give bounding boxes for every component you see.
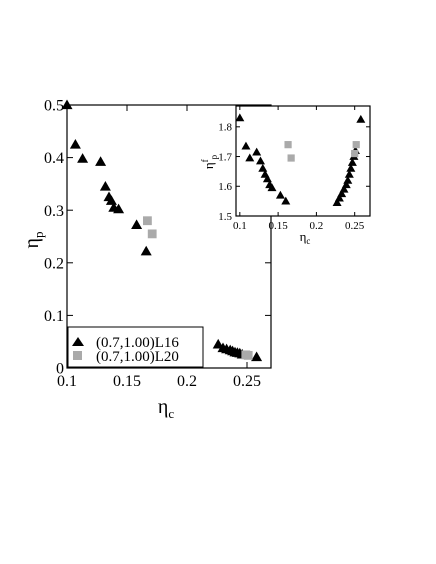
data-point-triangle — [332, 198, 342, 206]
y-tick-label: 1.8 — [218, 122, 232, 134]
data-point-triangle — [69, 138, 81, 149]
x-tick-label: 0.15 — [113, 373, 141, 390]
x-tick-label: 0.25 — [345, 220, 365, 232]
data-point-triangle — [113, 203, 125, 214]
data-point-triangle — [256, 156, 266, 165]
x-tick-label: 0.2 — [177, 373, 197, 390]
inset-x-axis-label: ηc — [300, 229, 311, 246]
inset-plot-frame-border — [235, 105, 371, 217]
legend-label-l16: (0.7,1.00)L16 — [96, 335, 179, 351]
main-y-axis-label: ηp — [21, 232, 46, 249]
data-point-triangle — [346, 163, 356, 172]
x-tick-label: 0.2 — [310, 220, 324, 232]
data-point-triangle — [262, 174, 272, 183]
data-point-square — [351, 149, 359, 158]
y-tick-label: 0.3 — [44, 203, 64, 220]
y-tick-label: 0 — [56, 361, 64, 378]
y-tick-label: 1.6 — [218, 181, 232, 193]
main-plot-frame — [66, 104, 272, 369]
inset-y-axis-label: ηfp — [200, 154, 219, 169]
inset-data-points — [235, 113, 366, 206]
data-point-triangle — [77, 153, 89, 163]
data-point-triangle — [341, 180, 351, 189]
legend: (0.7,1.00)L16 (0.7,1.00)L20 — [67, 326, 204, 368]
data-point-square — [147, 229, 157, 239]
y-tick-label: 0.1 — [44, 308, 64, 325]
data-point-triangle — [337, 189, 347, 198]
inset-axis-ticks: 0.1 0.15 0.2 0.25 1.5 1.6 1.7 1.8 — [218, 106, 370, 232]
data-point-triangle — [258, 163, 268, 172]
y-tick-label: 0.4 — [44, 150, 64, 167]
data-point-triangle — [275, 190, 285, 199]
data-point-triangle — [344, 169, 354, 178]
data-point-triangle — [339, 184, 349, 193]
data-point-triangle — [99, 181, 111, 191]
y-tick-label: 1.7 — [218, 151, 232, 163]
x-tick-label: 0.1 — [233, 220, 247, 232]
data-point-triangle — [235, 113, 245, 122]
data-point-triangle — [281, 196, 291, 205]
data-point-square — [143, 216, 152, 226]
x-tick-label: 0.15 — [268, 220, 288, 232]
data-point-triangle — [212, 338, 224, 349]
x-tick-label: 0.25 — [233, 373, 261, 390]
data-point-triangle — [95, 156, 107, 166]
data-point-square — [352, 141, 360, 149]
legend-label-l20: (0.7,1.00)L20 — [96, 349, 179, 365]
data-point-square — [284, 141, 292, 149]
data-point-triangle — [347, 157, 357, 166]
data-point-triangle — [251, 351, 263, 362]
data-point-square — [287, 154, 295, 162]
y-tick-label: 0.5 — [44, 98, 64, 115]
x-tick-label: 0.1 — [57, 373, 77, 390]
data-point-triangle — [241, 141, 251, 150]
y-tick-label: 1.5 — [218, 211, 232, 223]
main-data-points — [61, 99, 263, 362]
legend-marker-square — [73, 351, 82, 360]
data-point-triangle — [343, 175, 353, 184]
data-point-square — [243, 350, 253, 360]
inset-chart: 0.1 0.15 0.2 0.25 1.5 1.6 1.7 1.8 ηc ηfp — [200, 105, 371, 246]
data-point-triangle — [334, 193, 344, 202]
data-point-triangle — [267, 183, 277, 192]
y-tick-label: 0.2 — [44, 255, 64, 272]
data-point-triangle — [356, 114, 366, 123]
data-point-triangle — [61, 99, 73, 110]
legend-box — [67, 326, 204, 368]
data-point-triangle — [245, 153, 255, 162]
data-point-triangle — [131, 219, 143, 230]
data-point-triangle — [252, 147, 262, 156]
data-point-triangle — [140, 245, 152, 256]
main-x-axis-label: ηc — [158, 396, 174, 421]
legend-marker-triangle — [72, 337, 84, 346]
data-point-triangle — [105, 195, 117, 205]
